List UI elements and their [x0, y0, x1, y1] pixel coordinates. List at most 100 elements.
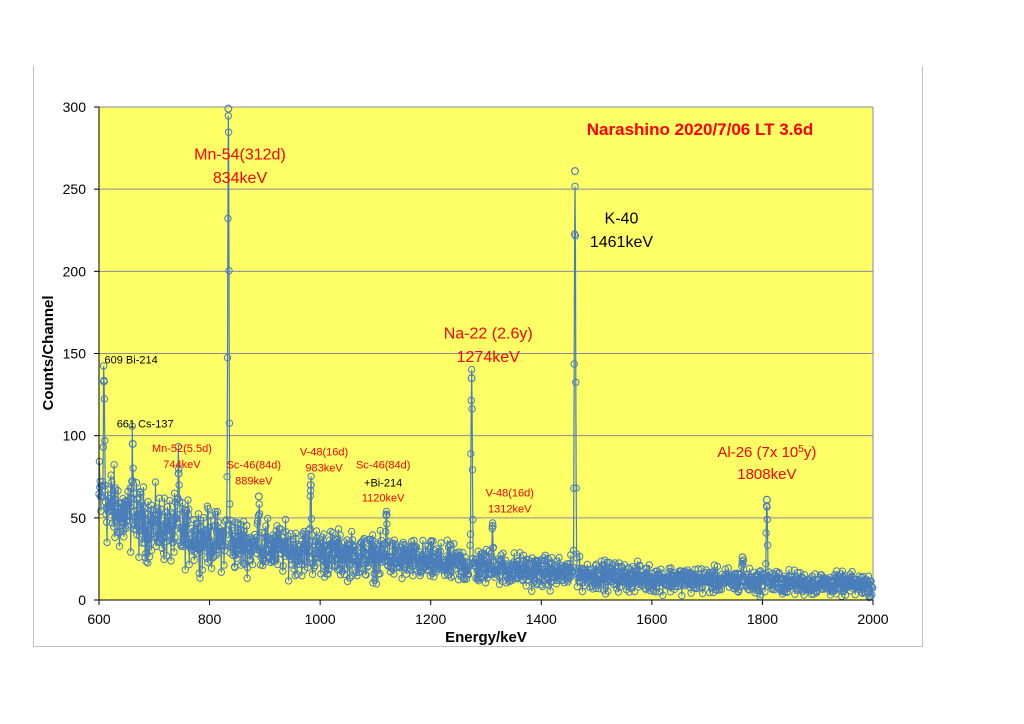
data-point	[764, 541, 772, 549]
data-point	[137, 490, 145, 499]
data-point	[409, 572, 417, 580]
data-point	[206, 523, 214, 531]
data-point	[762, 560, 770, 568]
chart-title: Narashino 2020/7/06 LT 3.6d	[587, 120, 813, 139]
data-point	[173, 514, 181, 522]
data-point	[466, 541, 474, 549]
data-point	[221, 517, 229, 525]
data-point	[142, 558, 150, 566]
data-point	[224, 128, 233, 137]
data-point	[468, 405, 476, 413]
data-point	[205, 524, 213, 532]
peak-point	[738, 553, 747, 562]
data-point	[113, 512, 121, 520]
data-point	[167, 523, 176, 531]
data-point	[437, 539, 445, 547]
data-point	[345, 541, 353, 550]
data-point	[138, 526, 147, 535]
data-point	[307, 486, 315, 495]
data-point	[351, 546, 359, 554]
data-point	[222, 531, 230, 539]
axes	[94, 106, 874, 605]
peak-point	[382, 510, 391, 519]
data-point	[468, 365, 476, 374]
data-point	[247, 555, 255, 564]
data-point	[293, 570, 301, 579]
data-point	[372, 580, 381, 588]
data-point	[516, 549, 524, 557]
data-point	[224, 214, 232, 223]
data-point	[371, 576, 379, 584]
data-point	[605, 558, 613, 567]
annotation-label: +Bi-214	[364, 478, 402, 490]
data-point	[581, 582, 589, 590]
data-point	[231, 563, 239, 572]
y-axis-title: Counts/Channel	[40, 296, 57, 411]
data-point	[175, 465, 183, 473]
data-point	[255, 510, 264, 518]
data-point	[360, 546, 368, 555]
data-point	[255, 500, 263, 508]
peak-point	[128, 439, 137, 448]
annotation-al26-tail: y)	[804, 444, 817, 461]
data-point	[421, 542, 430, 550]
data-point	[158, 536, 166, 545]
annotation-al26: Al-26 (7x 105y)	[717, 444, 816, 462]
data-point	[110, 461, 118, 469]
data-point	[368, 531, 377, 539]
data-point	[423, 565, 431, 574]
data-point	[678, 591, 686, 600]
data-point	[546, 587, 554, 595]
data-point	[252, 533, 261, 542]
data-point	[166, 496, 174, 505]
data-point	[467, 450, 475, 458]
data-point	[297, 537, 306, 546]
data-point	[868, 591, 876, 599]
peak-annotations: Mn-54(312d) 834keV K-40 1461keV Na-22 (2.6y)…	[105, 147, 654, 516]
data-point	[390, 570, 398, 578]
data-point	[348, 536, 357, 544]
x-tick-label: 800	[198, 611, 222, 627]
data-point	[724, 564, 732, 572]
data-point	[300, 527, 308, 536]
data-point	[868, 584, 877, 592]
data-point	[570, 484, 578, 492]
data-point	[135, 511, 143, 520]
data-point	[601, 556, 609, 564]
annotation-label: 744keV	[163, 459, 201, 471]
data-point	[838, 567, 847, 575]
data-point	[553, 557, 561, 565]
annotation-al26-main: Al-26 (7x 10	[717, 444, 798, 461]
data-point	[100, 395, 109, 403]
data-point	[598, 565, 606, 573]
data-point	[551, 561, 559, 569]
data-point	[181, 566, 190, 574]
data-point	[567, 571, 575, 580]
data-point	[278, 542, 287, 551]
data-point	[171, 533, 179, 541]
data-point	[109, 498, 118, 507]
annotation-label: 609 Bi-214	[105, 354, 158, 366]
data-point	[466, 530, 475, 538]
data-point	[99, 362, 108, 370]
data-point	[346, 574, 354, 582]
data-point	[196, 574, 204, 582]
data-point	[785, 566, 793, 574]
annotation-label: V-48(16d)	[486, 487, 534, 499]
data-point	[311, 561, 319, 570]
data-point	[198, 566, 207, 574]
data-point	[151, 478, 160, 486]
chart-frame	[33, 66, 923, 647]
data-point	[762, 529, 770, 537]
data-point	[120, 533, 128, 541]
data-point	[436, 547, 444, 555]
annotation-label: Mn-52(5.5d)	[152, 443, 212, 455]
data-point	[398, 574, 406, 583]
y-tick-label: 150	[63, 346, 87, 362]
data-point	[110, 495, 119, 503]
annotation-label: 1461keV	[590, 234, 653, 251]
data-point	[158, 544, 166, 552]
data-point	[645, 561, 653, 569]
data-point	[711, 569, 719, 578]
data-point	[497, 551, 505, 559]
